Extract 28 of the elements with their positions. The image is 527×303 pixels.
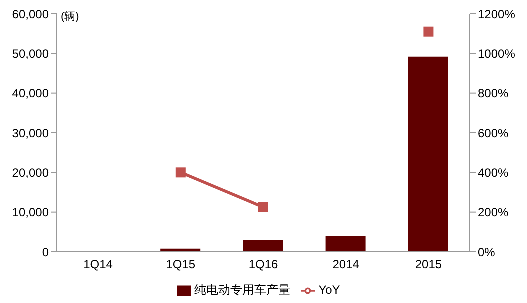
x-tick-label: 1Q15	[166, 258, 196, 272]
y-tick-label: 0	[42, 245, 50, 260]
point	[424, 26, 434, 37]
y2-tick-label: 600%	[478, 126, 510, 140]
y2-tick-label: 800%	[478, 86, 510, 101]
bar	[243, 240, 284, 252]
y2-tick-label: 0%	[478, 245, 496, 260]
y2-tick-label: 400%	[478, 166, 510, 180]
y-tick-label: 60,000	[12, 7, 50, 22]
y-tick-label: 50,000	[12, 46, 50, 61]
x-tick-label: 2014	[332, 258, 360, 272]
x-tick-label: 2015	[415, 258, 442, 272]
y-tick-label: 40,000	[12, 86, 50, 101]
legend-label: YoY	[318, 283, 340, 297]
y-tick-label: 30,000	[12, 126, 50, 140]
y-tick-label: 20,000	[12, 166, 50, 180]
point	[258, 202, 268, 212]
x-tick-label: 1Q16	[248, 258, 278, 272]
y2-tick-label: 1000%	[478, 46, 516, 61]
y-axis-title: (辆)	[61, 10, 80, 24]
legend-label: 纯电动专用车产量	[194, 283, 291, 297]
y-tick-label: 10,000	[12, 206, 50, 220]
bar	[408, 56, 448, 252]
y2-tick-label: 200%	[478, 206, 510, 220]
bar	[326, 236, 366, 252]
point	[176, 168, 186, 178]
x-tick-label: 1Q14	[84, 258, 114, 272]
y2-tick-label: 1200%	[478, 7, 516, 22]
